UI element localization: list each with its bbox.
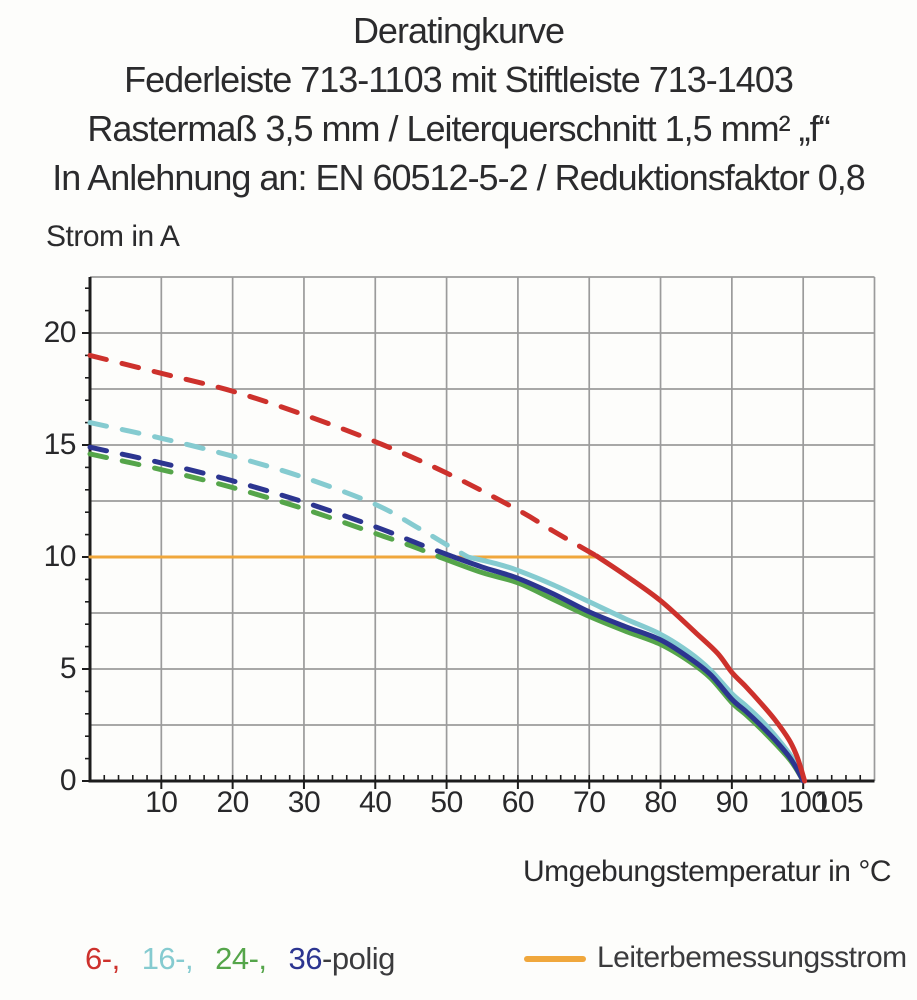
x-tick-label: 20 bbox=[216, 786, 249, 819]
x-tick-label: 80 bbox=[644, 786, 677, 819]
y-tick-label: 0 bbox=[59, 764, 77, 797]
x-tick-label: 50 bbox=[430, 786, 463, 819]
curve-6-polig-solid bbox=[593, 553, 808, 784]
legend-group: 16-, bbox=[141, 941, 194, 977]
y-tick-label: 10 bbox=[43, 540, 77, 573]
curve-24-polig-dashed bbox=[87, 451, 442, 560]
chart-title: Deratingkurve bbox=[352, 10, 565, 51]
x-axis-title: Umgebungstemperatur in °C bbox=[522, 855, 892, 888]
legend-label: 24-, bbox=[215, 941, 267, 976]
x-tick-label: 70 bbox=[573, 786, 606, 819]
x-tick-label: 40 bbox=[359, 786, 392, 819]
x-tick-label: 100 bbox=[778, 786, 828, 819]
legend-label: 36 bbox=[288, 941, 323, 976]
chart-subtitle-1: Federleiste 713-1103 mit Stiftleiste 713… bbox=[124, 59, 794, 100]
rated-current-label: Leiterbemessungsstrom bbox=[597, 941, 907, 974]
rated-current-line-swatch bbox=[524, 956, 586, 962]
legend-group: 24-, bbox=[215, 941, 267, 977]
legend-group: 6-, bbox=[85, 941, 120, 977]
legend-label: 6-, bbox=[85, 941, 120, 976]
legend-label: 16-, bbox=[141, 941, 194, 976]
y-tick-label: 5 bbox=[59, 652, 77, 685]
x-tick-label: 105 bbox=[814, 786, 864, 819]
curve-6-polig-dashed bbox=[87, 352, 599, 559]
x-tick-label: 90 bbox=[715, 786, 749, 819]
x-tick-label: 30 bbox=[287, 786, 321, 819]
curve-16-polig-dashed bbox=[87, 420, 471, 560]
y-tick-label: 20 bbox=[43, 316, 77, 349]
y-tick-label: 15 bbox=[43, 428, 77, 461]
curve-36-polig-solid bbox=[451, 554, 806, 784]
chart-subtitle-2: Rastermaß 3,5 mm / Leiterquerschnitt 1,5… bbox=[87, 108, 830, 149]
chart-subtitle-3: In Anlehnung an: EN 60512-5-2 / Reduktio… bbox=[52, 157, 866, 198]
y-axis-title: Strom in A bbox=[46, 220, 180, 253]
x-tick-label: 60 bbox=[501, 786, 535, 819]
title-block: Deratingkurve Federleiste 713-1103 mit S… bbox=[0, 6, 917, 202]
legend-label: -polig bbox=[322, 941, 395, 976]
legend-group: 36-polig bbox=[288, 941, 396, 977]
curve-36-polig-dashed bbox=[87, 444, 457, 560]
legend-pole-counts: 6-, 16-, 24-, 36-polig bbox=[85, 941, 417, 977]
x-tick-label: 10 bbox=[145, 786, 178, 819]
